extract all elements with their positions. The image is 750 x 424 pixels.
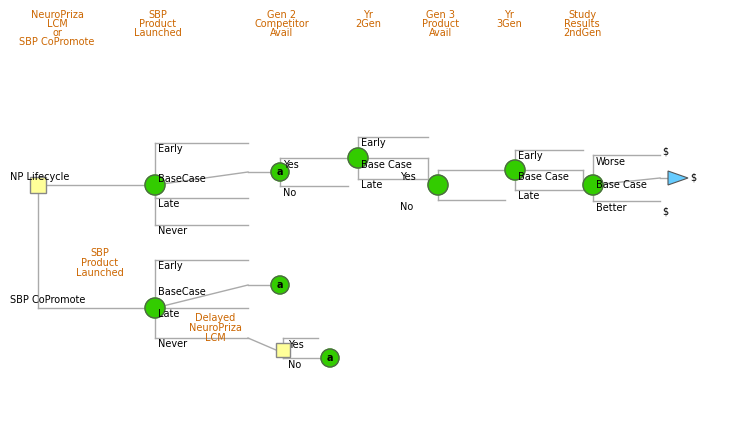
- Text: a: a: [277, 280, 284, 290]
- Circle shape: [583, 175, 603, 195]
- Text: Never: Never: [158, 226, 188, 236]
- Text: No: No: [400, 202, 413, 212]
- Circle shape: [145, 298, 165, 318]
- Text: Base Case: Base Case: [518, 172, 568, 182]
- Text: Launched: Launched: [76, 268, 124, 278]
- Text: Gen 3: Gen 3: [427, 10, 455, 20]
- Text: Gen 2: Gen 2: [268, 10, 296, 20]
- Text: No: No: [283, 188, 296, 198]
- Text: BaseCase: BaseCase: [158, 287, 206, 297]
- Text: NP Lifecycle: NP Lifecycle: [10, 172, 69, 182]
- Text: $: $: [662, 147, 668, 157]
- Text: SBP: SBP: [148, 10, 167, 20]
- Text: or: or: [52, 28, 62, 38]
- Text: Yr: Yr: [363, 10, 373, 20]
- Text: Results: Results: [564, 19, 600, 29]
- Text: $: $: [662, 206, 668, 216]
- Text: $: $: [690, 173, 696, 183]
- Text: Never: Never: [158, 339, 188, 349]
- Circle shape: [145, 175, 165, 195]
- Text: Early: Early: [158, 144, 183, 154]
- Circle shape: [271, 276, 289, 294]
- Text: SBP CoPromote: SBP CoPromote: [10, 295, 86, 305]
- Text: BaseCase: BaseCase: [158, 174, 206, 184]
- Circle shape: [348, 148, 368, 168]
- Text: SBP CoPromote: SBP CoPromote: [20, 37, 94, 47]
- Circle shape: [321, 349, 339, 367]
- Text: Product: Product: [140, 19, 176, 29]
- FancyBboxPatch shape: [30, 177, 46, 193]
- Text: Avail: Avail: [429, 28, 452, 38]
- Circle shape: [505, 160, 525, 180]
- Text: LCM: LCM: [205, 333, 225, 343]
- Text: Early: Early: [361, 138, 386, 148]
- Text: Avail: Avail: [270, 28, 294, 38]
- Text: NeuroPriza: NeuroPriza: [188, 323, 242, 333]
- Text: Launched: Launched: [134, 28, 182, 38]
- Circle shape: [428, 175, 448, 195]
- Text: 3Gen: 3Gen: [496, 19, 522, 29]
- Polygon shape: [668, 171, 688, 185]
- Text: No: No: [288, 360, 302, 370]
- Text: Base Case: Base Case: [596, 180, 646, 190]
- Text: Competitor: Competitor: [254, 19, 309, 29]
- Text: Late: Late: [361, 180, 382, 190]
- Text: Yes: Yes: [283, 160, 298, 170]
- Text: 2ndGen: 2ndGen: [562, 28, 602, 38]
- Text: 2Gen: 2Gen: [355, 19, 381, 29]
- Text: a: a: [277, 167, 284, 177]
- Text: Yr: Yr: [504, 10, 514, 20]
- Text: Study: Study: [568, 10, 596, 20]
- Text: Late: Late: [158, 309, 179, 319]
- Text: Product: Product: [422, 19, 460, 29]
- FancyBboxPatch shape: [276, 343, 290, 357]
- Text: Worse: Worse: [596, 157, 626, 167]
- Text: NeuroPriza: NeuroPriza: [31, 10, 83, 20]
- Text: Early: Early: [158, 261, 183, 271]
- Circle shape: [271, 163, 289, 181]
- Text: Product: Product: [82, 258, 118, 268]
- Text: Delayed: Delayed: [195, 313, 236, 323]
- Text: Better: Better: [596, 203, 626, 213]
- Text: Yes: Yes: [400, 172, 416, 182]
- Text: Early: Early: [518, 151, 542, 161]
- Text: Base Case: Base Case: [361, 160, 412, 170]
- Text: Yes: Yes: [288, 340, 304, 350]
- Text: a: a: [327, 353, 333, 363]
- Text: Late: Late: [518, 191, 539, 201]
- Text: SBP: SBP: [91, 248, 110, 258]
- Text: Late: Late: [158, 199, 179, 209]
- Text: LCM: LCM: [46, 19, 68, 29]
